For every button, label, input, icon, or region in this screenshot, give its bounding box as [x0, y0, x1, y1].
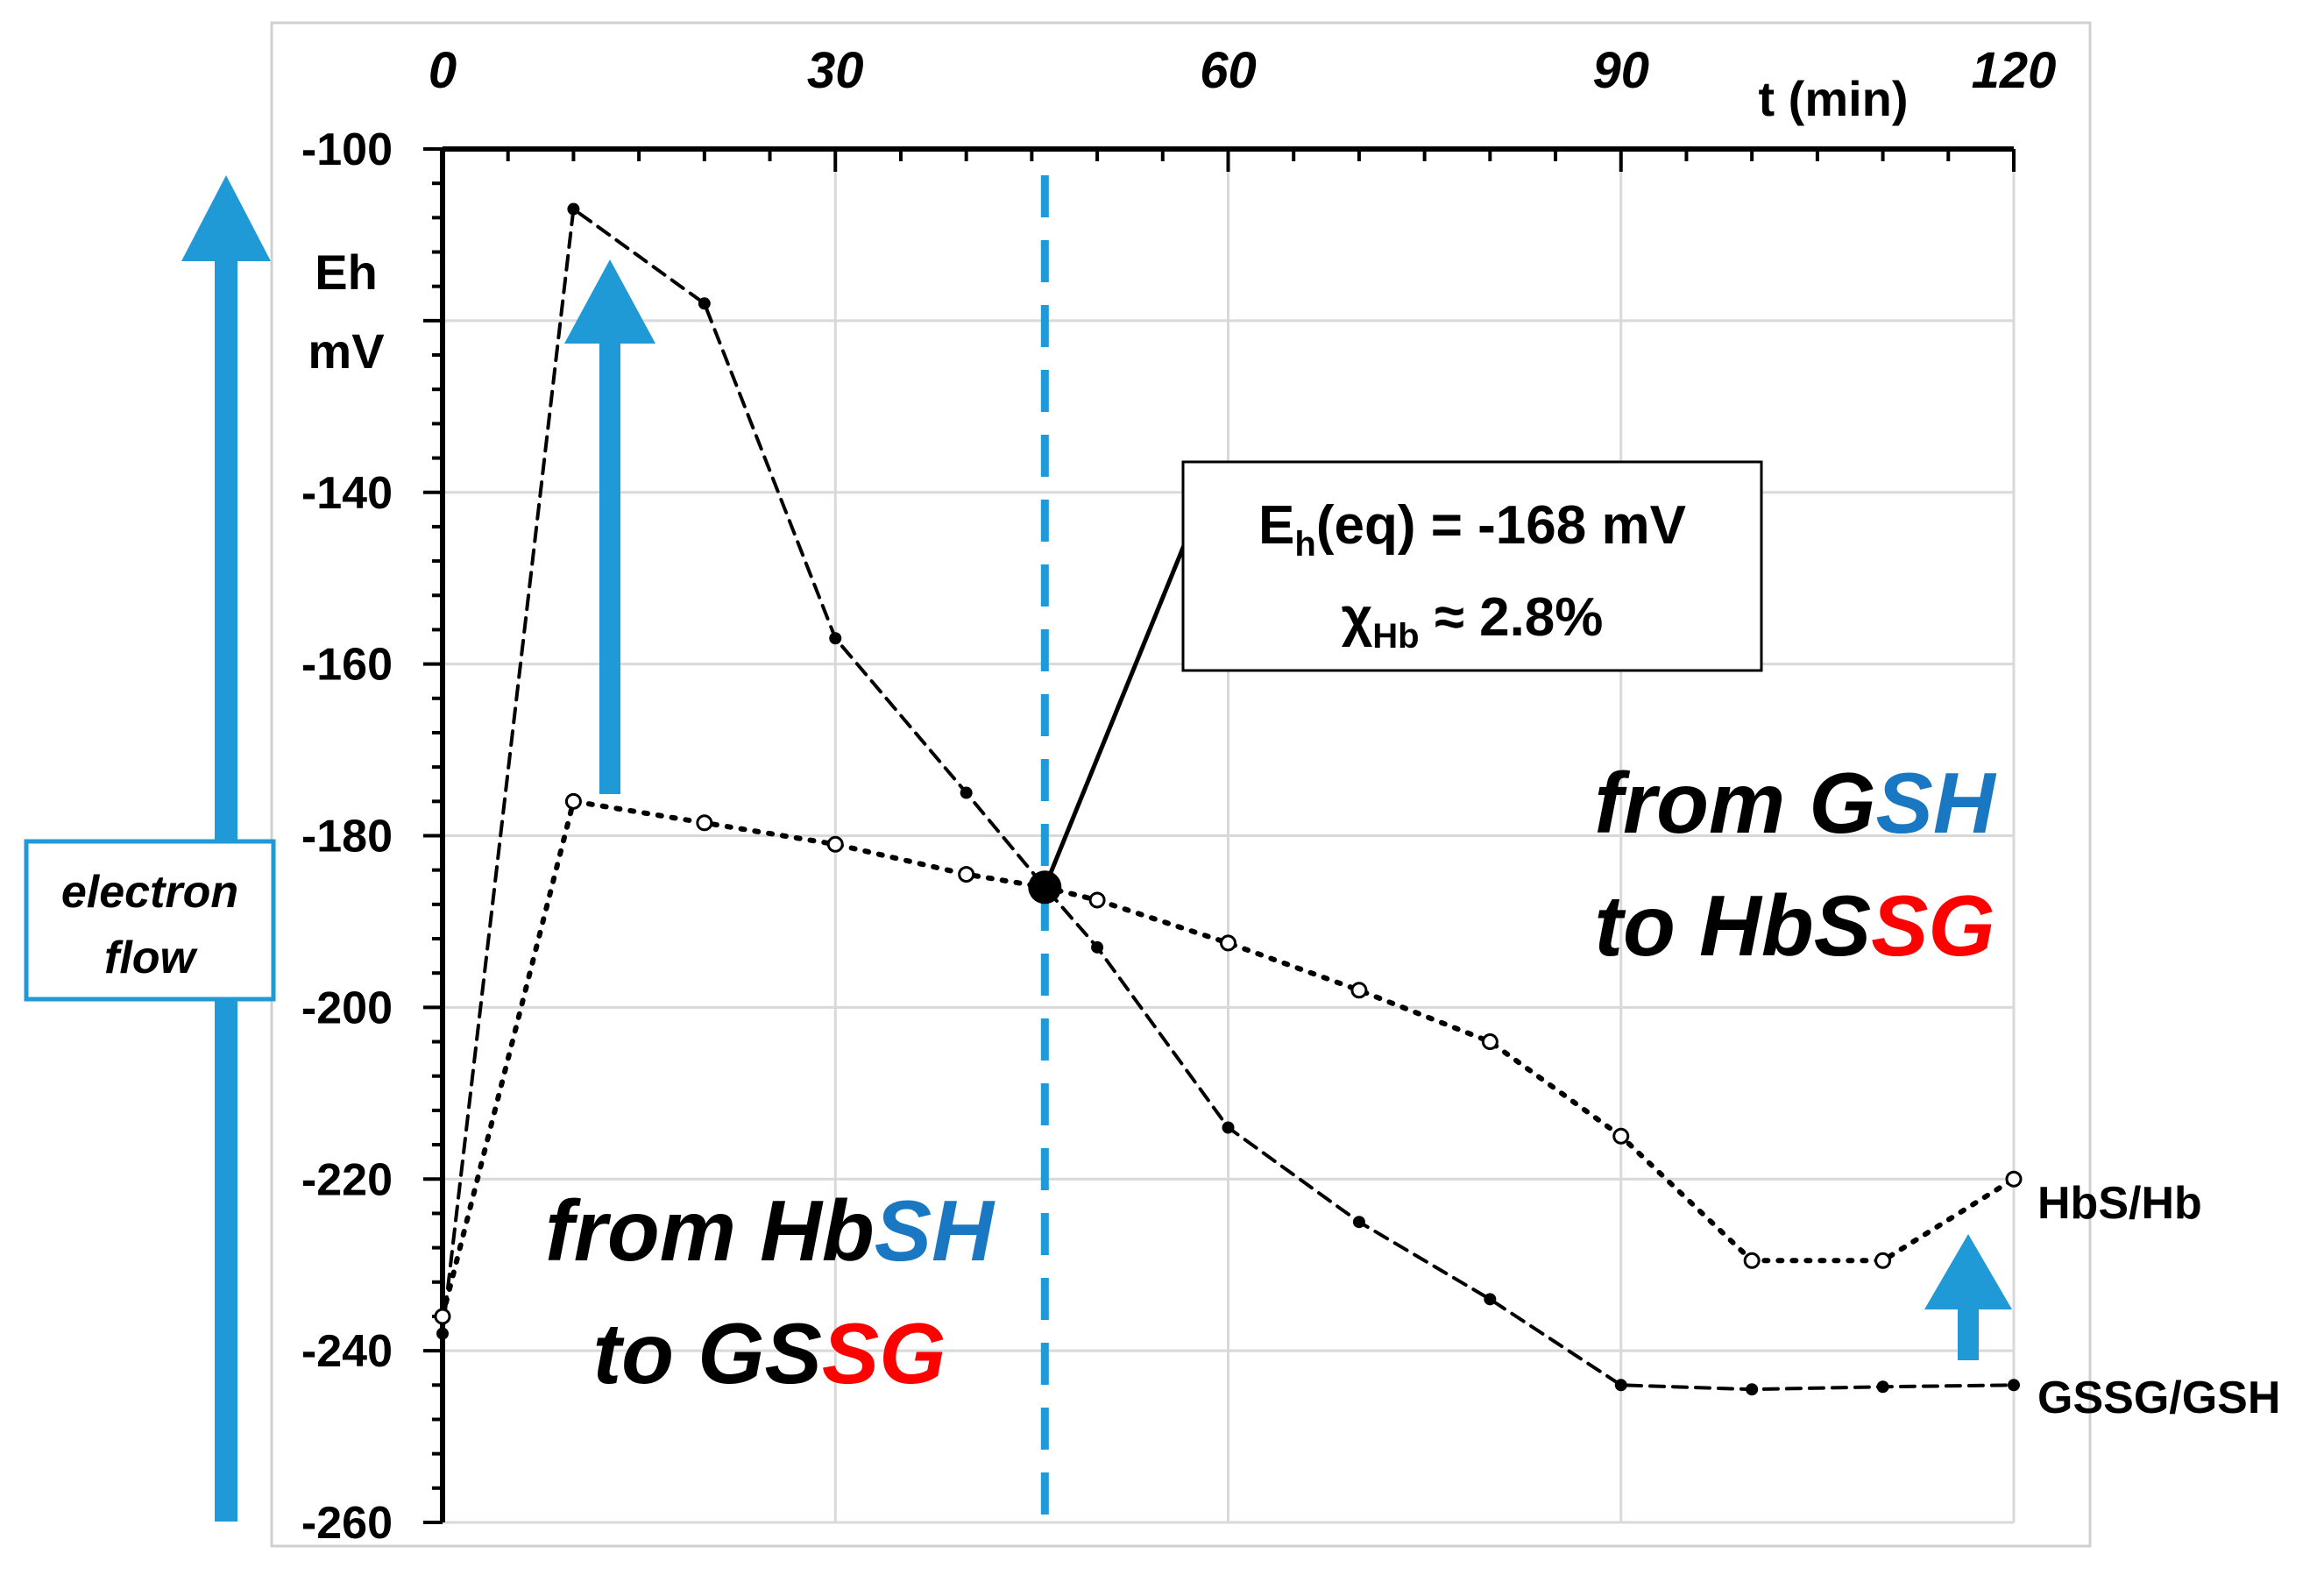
data-point-gssg-gsh [698, 297, 711, 310]
equilibrium-callout-box [1181, 460, 1763, 672]
data-point-gssg-gsh [1746, 1383, 1759, 1396]
data-point-gssg-gsh [829, 632, 842, 645]
electron-flow-label-line2: flow [104, 933, 199, 983]
chi-subscript: Hb [1372, 617, 1419, 656]
annotation-to-hbs: to HbS [1594, 877, 1871, 974]
series-label-hbs-hb: HbS/Hb [2037, 1178, 2202, 1229]
x-tick-label: 60 [1200, 42, 1257, 99]
x-tick-label: 90 [1592, 42, 1649, 99]
data-point-hbs-hb [2005, 1170, 2023, 1188]
equilibrium-eh-label: Eh(eq) = -168 mV [1258, 495, 1686, 564]
y-tick-label: -180 [301, 812, 393, 862]
annotation-to-gssg: to GSSG [593, 1305, 946, 1401]
x-axis-title: t (min) [1758, 71, 1908, 126]
y-tick-label: -240 [301, 1326, 393, 1377]
series-lines [440, 205, 2016, 1392]
annotation-sg-red: SG [822, 1305, 946, 1401]
eh-symbol: E [1258, 495, 1294, 556]
x-tick-label: 0 [429, 42, 457, 99]
y-tick-label: -100 [301, 124, 393, 175]
electron-flow-box: electron flow [24, 839, 276, 1002]
equilibrium-callout: Eh(eq) = -168 mV χHb ≈ 2.8% [1181, 460, 1763, 672]
series-line-hbs-hb [440, 798, 2016, 1319]
data-point-hbs-hb [1481, 1033, 1499, 1051]
electron-flow-arrow-head [181, 175, 271, 261]
right-up-arrow [1924, 1234, 2012, 1360]
left-up-arrow [564, 259, 655, 794]
series-label-gssg-gsh: GSSG/GSH [2037, 1373, 2280, 1423]
annotation-sh-blue: SH [875, 1182, 995, 1279]
annotation-from-g: from G [1594, 755, 1875, 851]
plot-frame [270, 21, 2092, 1548]
annotation-sh-blue-right: SH [1876, 755, 1997, 851]
data-point-hbs-hb [564, 792, 582, 810]
series-line-gssg-gsh [441, 205, 2016, 1392]
electron-flow-label-line1: electron [61, 867, 238, 918]
annotation-from-hbsh: from HbSH [545, 1182, 995, 1279]
data-point-gssg-gsh [1876, 1380, 1889, 1394]
data-point-gssg-gsh [1614, 1379, 1627, 1392]
equilibrium-point [1028, 870, 1062, 905]
equilibrium-leader-line [1043, 543, 1187, 889]
eh-value: (eq) = -168 mV [1316, 495, 1686, 556]
tick-labels: -100 -140 -160 -180 -200 -220 -240 -260 0 30 60 90 1… [301, 42, 2056, 1549]
data-point-gssg-gsh [1484, 1293, 1497, 1306]
data-point-gssg-gsh [436, 1327, 449, 1340]
data-point-hbs-hb [826, 835, 844, 853]
y-tick-label: -260 [301, 1498, 393, 1549]
x-tick-label: 120 [1972, 42, 2057, 99]
annotation-from-gsh: from GSH [1594, 755, 1997, 851]
y-axis-title-eh: Eh [315, 245, 378, 300]
right-up-arrow-shaft [1958, 1306, 1979, 1360]
data-point-hbs-hb [1612, 1127, 1630, 1145]
data-point-hbs-hb [1220, 934, 1236, 952]
data-point-gssg-gsh [1222, 1121, 1235, 1134]
y-tick-label: -140 [301, 468, 393, 519]
data-point-gssg-gsh [2008, 1379, 2020, 1392]
left-up-arrow-head [564, 259, 655, 344]
annotation-to-hbssg: to HbSSG [1594, 877, 1995, 974]
electron-flow-box-frame [24, 839, 276, 1002]
data-point-hbs-hb [434, 1308, 451, 1325]
data-point-hbs-hb [1350, 982, 1368, 999]
data-point-hbs-hb [1874, 1252, 1892, 1269]
data-point-gssg-gsh [567, 202, 580, 216]
annotation-to-gs: to GS [593, 1305, 822, 1401]
data-point-gssg-gsh [960, 786, 973, 799]
data-point-hbs-hb [696, 814, 713, 832]
annotation-sg-red-right: SG [1871, 877, 1995, 974]
data-point-hbs-hb [958, 866, 975, 883]
data-point-gssg-gsh [1352, 1216, 1365, 1229]
data-point-hbs-hb [1743, 1252, 1761, 1269]
data-point-hbs-hb [1088, 891, 1106, 909]
y-tick-label: -200 [301, 983, 393, 1033]
y-tick-label: -220 [301, 1154, 393, 1205]
x-tick-label: 30 [807, 42, 864, 99]
left-up-arrow-shaft [599, 333, 620, 794]
chi-value: ≈ 2.8% [1420, 587, 1604, 648]
chi-symbol: χ [1342, 587, 1373, 648]
y-axis-title-mv: mV [308, 323, 384, 379]
data-point-gssg-gsh [1091, 940, 1104, 954]
y-tick-label: -160 [301, 640, 393, 691]
equilibrium-chi-label: χHb ≈ 2.8% [1342, 587, 1604, 656]
right-up-arrow-head [1924, 1234, 2012, 1309]
annotation-from-hb: from Hb [545, 1182, 875, 1279]
eh-subscript: h [1294, 525, 1315, 564]
series-points [434, 202, 2023, 1396]
